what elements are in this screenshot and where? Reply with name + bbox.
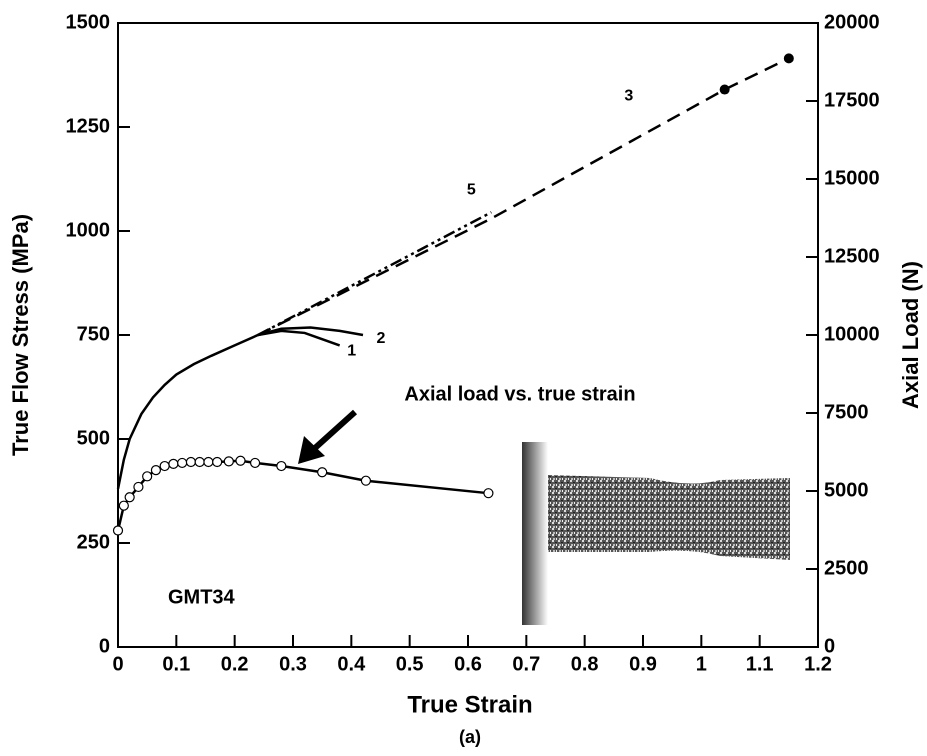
point — [783, 53, 794, 64]
annotation: Axial load vs. true strain — [404, 383, 635, 405]
series-line — [257, 211, 492, 337]
series-line — [116, 459, 489, 531]
series-line — [257, 326, 364, 337]
x-tick-label: 0.1 — [162, 653, 190, 675]
x-tick-label: 0.9 — [629, 653, 657, 675]
x-axis-title: True Strain — [407, 691, 532, 718]
point-marker — [177, 457, 188, 469]
y-tick-label: 1000 — [66, 219, 111, 241]
point-marker — [194, 456, 205, 468]
y2-tick-label: 15000 — [824, 167, 880, 189]
specimen-image — [522, 442, 790, 625]
y2-tick-label: 20000 — [824, 11, 880, 33]
point-marker — [133, 481, 144, 493]
point-marker — [235, 455, 246, 466]
x-tick-label: 0.7 — [512, 653, 540, 675]
y2-axis-title: Axial Load (N) — [898, 261, 923, 409]
series-label: 2 — [377, 330, 386, 347]
y2-tick-label: 10000 — [824, 323, 880, 345]
y-axis-title: True Flow Stress (MPa) — [8, 214, 33, 456]
x-tick-label: 1.2 — [804, 653, 832, 675]
y-tick-label: 0 — [99, 635, 110, 657]
x-tick-label: 0 — [112, 653, 123, 675]
point-marker — [112, 525, 124, 536]
y-tick-label: 500 — [77, 427, 110, 449]
series-label: 1 — [347, 343, 356, 360]
point-marker — [168, 458, 179, 469]
point-marker — [203, 456, 214, 468]
point-marker — [223, 456, 234, 467]
point-marker — [124, 492, 135, 503]
y-tick-label: 750 — [77, 323, 110, 345]
annotation-arrow — [298, 409, 358, 464]
point-marker — [142, 471, 153, 482]
point — [719, 84, 730, 95]
y2-tick-label: 5000 — [824, 479, 869, 501]
point-marker — [360, 475, 372, 486]
y2-tick-label: 0 — [824, 635, 835, 657]
y2-tick-label: 12500 — [824, 245, 880, 267]
x-tick-label: 0.2 — [221, 653, 249, 675]
point-marker — [276, 460, 287, 472]
x-tick-label: 0.4 — [337, 653, 366, 675]
y-tick-label: 1500 — [66, 11, 111, 33]
caption: (a) — [459, 727, 481, 747]
series-label: 5 — [467, 181, 476, 198]
y2-tick-label: 2500 — [824, 557, 869, 579]
point-marker — [249, 457, 261, 469]
x-tick-label: 0.3 — [279, 653, 307, 675]
point-marker — [118, 500, 129, 511]
point-marker — [317, 467, 328, 478]
point-marker — [159, 460, 170, 472]
x-tick-label: 0.8 — [571, 653, 599, 675]
series-line — [116, 329, 341, 490]
point-marker — [483, 488, 494, 499]
point-marker — [212, 456, 223, 468]
x-tick-label: 1 — [696, 653, 707, 675]
x-tick-label: 1.1 — [746, 653, 774, 675]
series-line — [257, 57, 790, 337]
y2-tick-label: 17500 — [824, 89, 880, 111]
x-tick-label: 0.5 — [396, 653, 424, 675]
point-marker — [150, 464, 162, 476]
point-marker — [185, 456, 197, 468]
series-label: 3 — [624, 88, 633, 105]
y-tick-label: 250 — [77, 531, 110, 553]
y2-tick-label: 7500 — [824, 401, 869, 423]
specimen-label: GMT34 — [168, 586, 236, 608]
x-tick-label: 0.6 — [454, 653, 482, 675]
y-tick-label: 1250 — [66, 115, 111, 137]
